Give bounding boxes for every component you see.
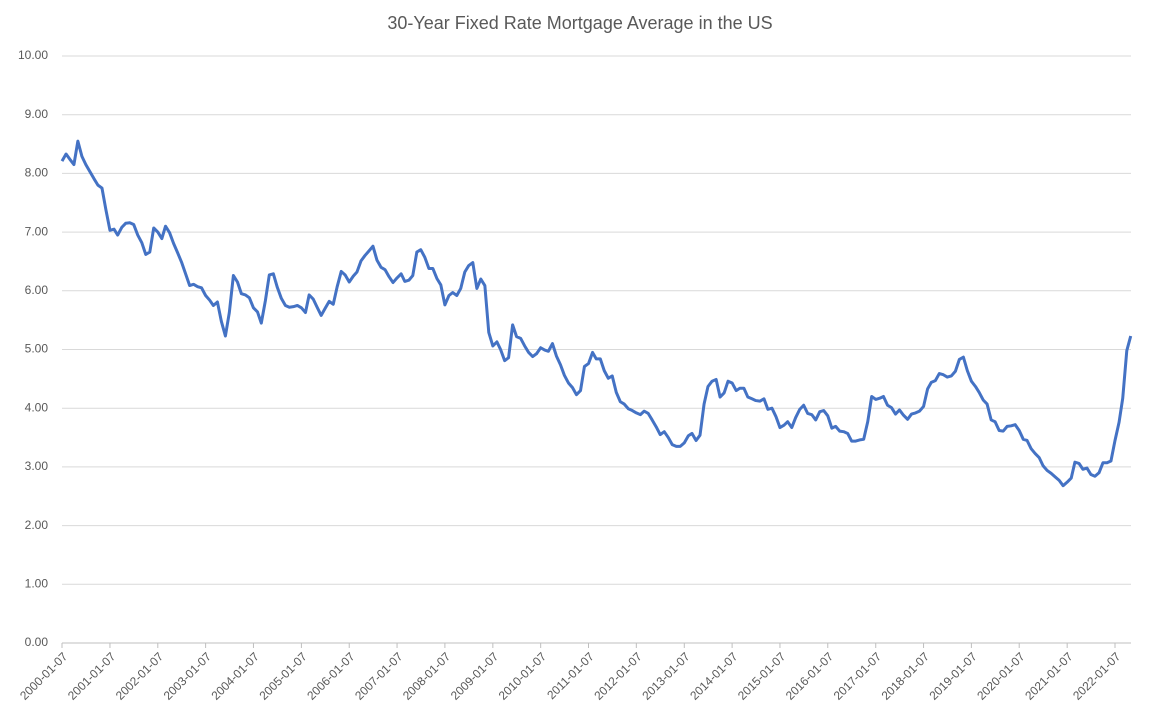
x-tick-label: 2020-01-07 <box>974 649 1028 703</box>
x-tick-label: 2007-01-07 <box>352 649 406 703</box>
y-tick-label: 7.00 <box>25 224 49 238</box>
x-tick-label: 2005-01-07 <box>256 649 310 703</box>
x-tick-label: 2008-01-07 <box>400 649 454 703</box>
x-tick-label: 2009-01-07 <box>448 649 502 703</box>
x-tick-label: 2011-01-07 <box>544 649 597 702</box>
x-tick-label: 2012-01-07 <box>591 649 645 703</box>
y-tick-label: 2.00 <box>25 518 49 532</box>
x-tick-label: 2004-01-07 <box>208 649 262 703</box>
chart-title: 30-Year Fixed Rate Mortgage Average in t… <box>387 13 772 33</box>
x-tick-label: 2002-01-07 <box>113 649 167 703</box>
y-tick-label: 3.00 <box>25 459 49 473</box>
y-tick-label: 9.00 <box>25 107 49 121</box>
x-tick-label: 2006-01-07 <box>304 649 358 703</box>
x-tick-label: 2021-01-07 <box>1022 649 1076 703</box>
x-tick-label: 2001-01-07 <box>65 649 119 703</box>
y-tick-label: 8.00 <box>25 166 49 180</box>
x-tick-label: 2019-01-07 <box>926 649 980 703</box>
line-series <box>60 139 1133 488</box>
y-tick-label: 1.00 <box>25 576 49 590</box>
x-tick-label: 2010-01-07 <box>496 649 550 703</box>
x-tick-label: 2017-01-07 <box>831 649 885 703</box>
x-tick-label: 2013-01-07 <box>639 649 693 703</box>
x-tick-label: 2016-01-07 <box>783 649 837 703</box>
x-tick-label: 2018-01-07 <box>879 649 933 703</box>
y-tick-label: 4.00 <box>25 400 49 414</box>
y-tick-label: 10.00 <box>18 48 48 62</box>
x-tick-label: 2003-01-07 <box>161 649 215 703</box>
y-tick-label: 5.00 <box>25 342 49 356</box>
x-tick-label: 2022-01-07 <box>1070 649 1124 703</box>
x-tick-label: 2015-01-07 <box>735 649 789 703</box>
x-tick-label: 2014-01-07 <box>687 649 741 703</box>
y-tick-label: 6.00 <box>25 283 49 297</box>
x-tick-label: 2000-01-07 <box>17 649 71 703</box>
y-tick-label: 0.00 <box>25 635 49 649</box>
